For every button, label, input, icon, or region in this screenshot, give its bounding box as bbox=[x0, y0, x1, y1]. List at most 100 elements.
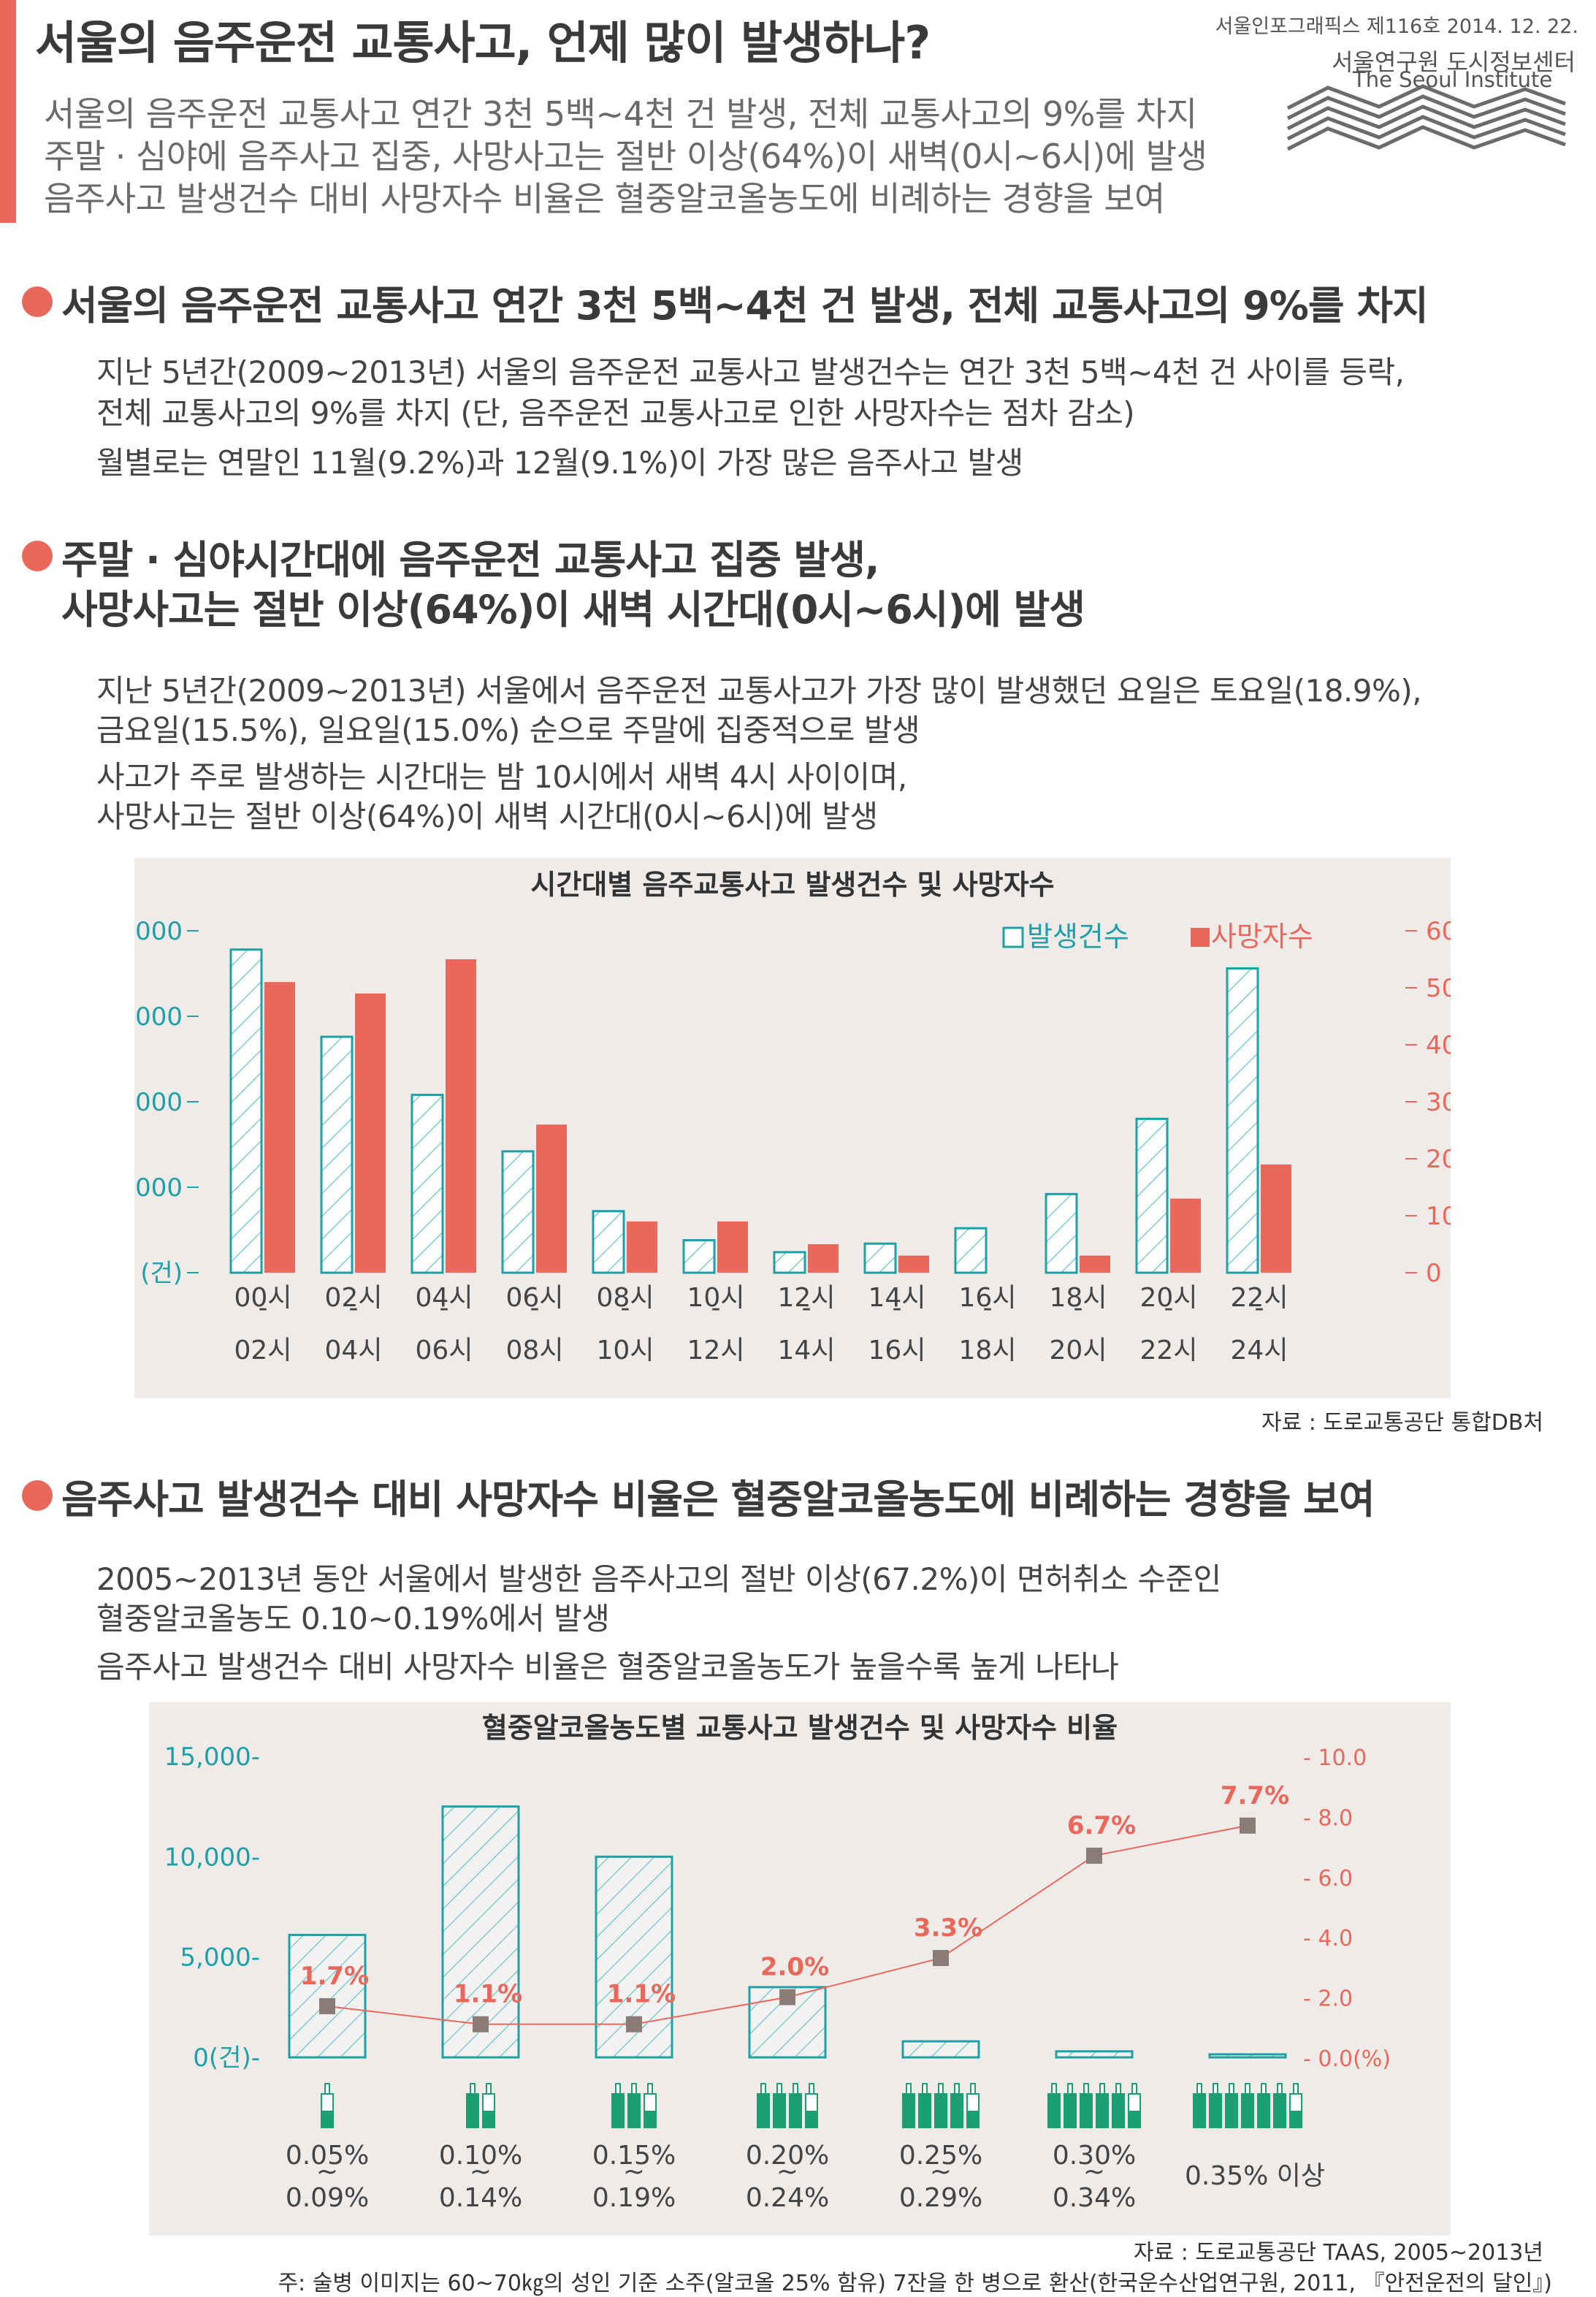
right-axis-tick-label: - 8.0 bbox=[1303, 1805, 1353, 1831]
left-axis-tick-label: 0(건)- bbox=[193, 2043, 260, 2073]
bottle-neck bbox=[938, 2083, 944, 2095]
soju-bottle-icon bbox=[644, 2083, 657, 2128]
category-label: 14시 bbox=[868, 1283, 926, 1313]
bar-accident-count bbox=[863, 1242, 897, 1274]
fatality-rate-label: 7.7% bbox=[1221, 1781, 1289, 1810]
soju-bottle-icon bbox=[950, 2083, 963, 2128]
bar-accident-count bbox=[1055, 2050, 1134, 2059]
bottle-neck bbox=[1196, 2083, 1202, 2095]
bottle-neck bbox=[1115, 2083, 1121, 2095]
bottle-neck bbox=[1213, 2083, 1218, 2095]
category-label: 0.20% bbox=[746, 2141, 829, 2171]
bar-deaths bbox=[446, 959, 476, 1273]
bar-deaths bbox=[1170, 1198, 1201, 1273]
soju-bottle-icon bbox=[627, 2083, 641, 2128]
soju-bottle-icon bbox=[789, 2083, 802, 2128]
left-axis-tick-label: 3,000 bbox=[134, 1002, 183, 1032]
bar-accident-count bbox=[773, 1251, 806, 1274]
bottle-neck bbox=[1051, 2083, 1057, 2095]
bac-accident-chart: 혈중알코올농도별 교통사고 발생건수 및 사망자수 비율 0(건)- 5,000-… bbox=[164, 1712, 1391, 2213]
bottle-neck bbox=[1099, 2083, 1105, 2095]
category-label: 16시 bbox=[868, 1336, 926, 1365]
bar-accident-count bbox=[411, 1094, 444, 1274]
category-label: - bbox=[983, 1293, 993, 1323]
bar-accident-count bbox=[901, 2040, 980, 2059]
chart1-source: 자료 : 도로교통공단 통합DB처 bbox=[1261, 1410, 1543, 1436]
soju-bottle-icon bbox=[1193, 2083, 1206, 2128]
category-label: 10시 bbox=[597, 1336, 654, 1365]
institute-name-en: The Seoul Institute bbox=[1353, 67, 1553, 92]
bar-accident-count bbox=[592, 1210, 625, 1274]
section2-title: 사망사고는 절반 이상(64%)이 새벽 시간대(0시~6시)에 발생 bbox=[61, 587, 1085, 633]
soju-bottle-icon bbox=[773, 2083, 786, 2128]
category-label: 0.24% bbox=[746, 2183, 829, 2213]
bottle-fill bbox=[920, 2094, 930, 2128]
bar-accident-count bbox=[501, 1150, 535, 1274]
category-label: 06시 bbox=[416, 1336, 473, 1365]
bottle-neck bbox=[1067, 2083, 1073, 2095]
left-axis-tick-label: 15,000- bbox=[164, 1742, 260, 1772]
legend-swatch-deaths bbox=[1191, 928, 1210, 947]
section-bullet-icon bbox=[22, 286, 53, 317]
category-label: - bbox=[1255, 1293, 1264, 1323]
soju-bottle-icon bbox=[1225, 2083, 1238, 2128]
category-label: 0.35% 이상 bbox=[1185, 2161, 1325, 2191]
soju-bottle-icon bbox=[1128, 2083, 1141, 2128]
bar-deaths bbox=[264, 982, 295, 1273]
section1-title: 서울의 음주운전 교통사고 연간 3천 5백~4천 건 발생, 전체 교통사고의… bbox=[61, 283, 1429, 329]
category-label: 02시 bbox=[325, 1283, 383, 1313]
soju-bottle-icon bbox=[1047, 2083, 1061, 2128]
chart1-title: 시간대별 음주교통사고 발생건수 및 사망자수 bbox=[530, 869, 1054, 901]
category-label: 18시 bbox=[959, 1336, 1017, 1365]
bottle-fill bbox=[774, 2094, 784, 2128]
section2-text: 금요일(15.5%), 일요일(15.0%) 순으로 주말에 집중적으로 발생 bbox=[96, 712, 920, 748]
legend-label-count: 발생건수 bbox=[1027, 921, 1129, 953]
category-label: ~ bbox=[930, 2157, 952, 2187]
section3-text: 2005~2013년 동안 서울에서 발생한 음주사고의 절반 이상(67.2%… bbox=[96, 1561, 1221, 1597]
soju-bottle-icon bbox=[757, 2083, 770, 2128]
bottle-neck bbox=[1229, 2083, 1234, 2095]
bar-deaths bbox=[1080, 1255, 1110, 1273]
soju-bottle-icon bbox=[1096, 2083, 1109, 2128]
fatality-rate-point bbox=[473, 2016, 489, 2033]
bottle-neck bbox=[631, 2083, 637, 2095]
category-label: - bbox=[711, 1293, 721, 1323]
category-label: 06시 bbox=[506, 1283, 564, 1313]
category-label: ~ bbox=[470, 2157, 492, 2187]
category-label: ~ bbox=[316, 2157, 338, 2187]
institute-name-ko: 서울연구원 도시정보센터 bbox=[1331, 48, 1576, 76]
category-label: 0.10% bbox=[439, 2141, 522, 2171]
fatality-rate-point bbox=[933, 1950, 949, 1967]
bottle-fill bbox=[1194, 2094, 1204, 2128]
bar-deaths bbox=[355, 993, 386, 1273]
bottle-fill bbox=[1226, 2094, 1237, 2128]
left-axis-tick-label: 5,000- bbox=[180, 1943, 260, 1973]
bar-deaths bbox=[808, 1244, 839, 1273]
bar-accident-count bbox=[320, 1035, 354, 1274]
section3-text: 혈중알코올농도 0.10~0.19%에서 발생 bbox=[96, 1601, 610, 1637]
soju-bottle-icon bbox=[1112, 2083, 1125, 2128]
bottle-neck bbox=[1083, 2083, 1089, 2095]
category-label: ~ bbox=[623, 2157, 645, 2187]
category-label: 10시 bbox=[687, 1283, 745, 1313]
soju-bottle-icon bbox=[1241, 2083, 1254, 2128]
bar-deaths bbox=[627, 1221, 657, 1273]
soju-bottle-icon bbox=[1209, 2083, 1222, 2128]
category-label: ~ bbox=[1083, 2157, 1105, 2187]
legend-label-deaths: 사망자수 bbox=[1211, 921, 1313, 953]
category-label: 22시 bbox=[1140, 1336, 1198, 1365]
bar-accident-count bbox=[1135, 1117, 1169, 1274]
bottle-fill bbox=[968, 2111, 978, 2128]
right-axis-tick-label: - 2.0 bbox=[1303, 1986, 1353, 2012]
seoul-institute-logo-icon bbox=[1286, 84, 1566, 151]
bar-deaths bbox=[1261, 1164, 1291, 1273]
bottle-neck bbox=[324, 2083, 330, 2095]
category-label: 08시 bbox=[506, 1336, 564, 1365]
bottle-neck bbox=[470, 2083, 476, 2095]
category-label: 18시 bbox=[1050, 1283, 1107, 1313]
fatality-rate-label: 1.1% bbox=[607, 1980, 676, 2009]
bottle-neck bbox=[970, 2083, 976, 2095]
bar-deaths bbox=[898, 1255, 929, 1273]
fatality-rate-label: 6.7% bbox=[1067, 1811, 1136, 1840]
section-bullet-icon bbox=[22, 1480, 53, 1511]
